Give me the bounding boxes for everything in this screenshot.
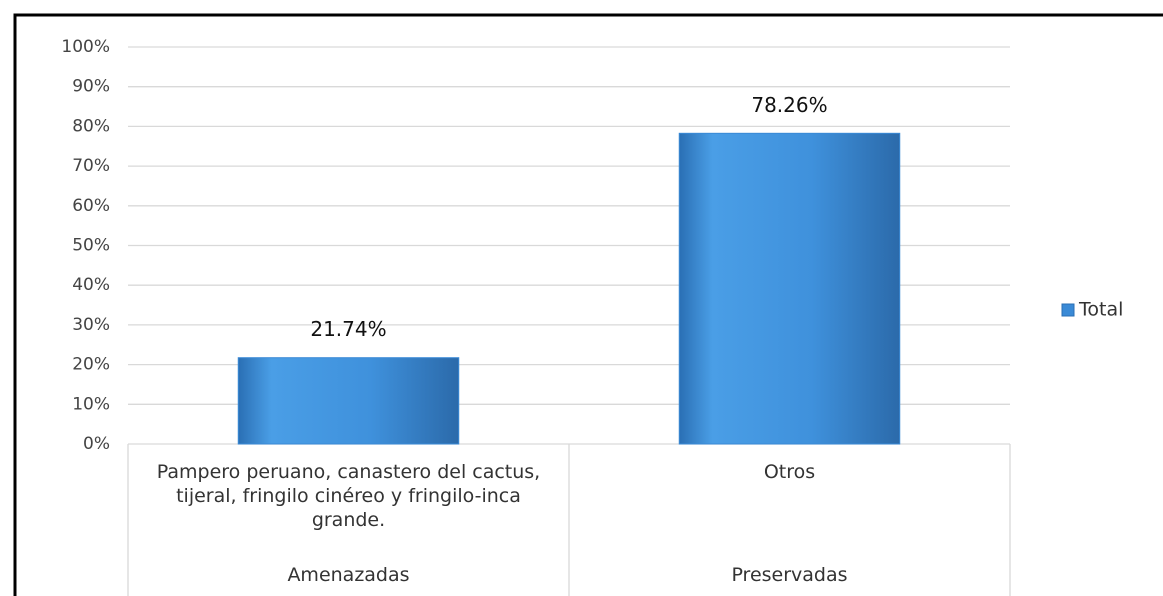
bar xyxy=(678,132,901,445)
y-tick-label: 0% xyxy=(83,434,110,454)
group-label: Preservadas xyxy=(731,564,848,586)
y-tick-label: 30% xyxy=(72,315,110,335)
y-tick-label: 90% xyxy=(72,77,110,97)
y-tick-label: 60% xyxy=(72,196,110,216)
y-tick-label: 50% xyxy=(72,236,110,256)
x-tick-label: Otros xyxy=(763,461,816,483)
value-label: 21.74% xyxy=(310,317,386,341)
bar xyxy=(237,357,460,445)
group-label: Amenazadas xyxy=(287,564,410,586)
y-tick-label: 10% xyxy=(72,394,110,414)
value-label: 78.26% xyxy=(751,93,827,117)
y-tick-label: 20% xyxy=(72,355,110,375)
y-tick-label: 70% xyxy=(72,156,110,176)
legend-swatch xyxy=(1061,303,1075,317)
legend-label: Total xyxy=(1078,299,1123,321)
y-tick-label: 80% xyxy=(72,116,110,136)
y-tick-label: 40% xyxy=(72,275,110,295)
x-tick-label: Pampero peruano, canastero del cactus, t… xyxy=(156,461,541,531)
frame xyxy=(13,13,1163,596)
y-tick-label: 100% xyxy=(61,37,110,57)
